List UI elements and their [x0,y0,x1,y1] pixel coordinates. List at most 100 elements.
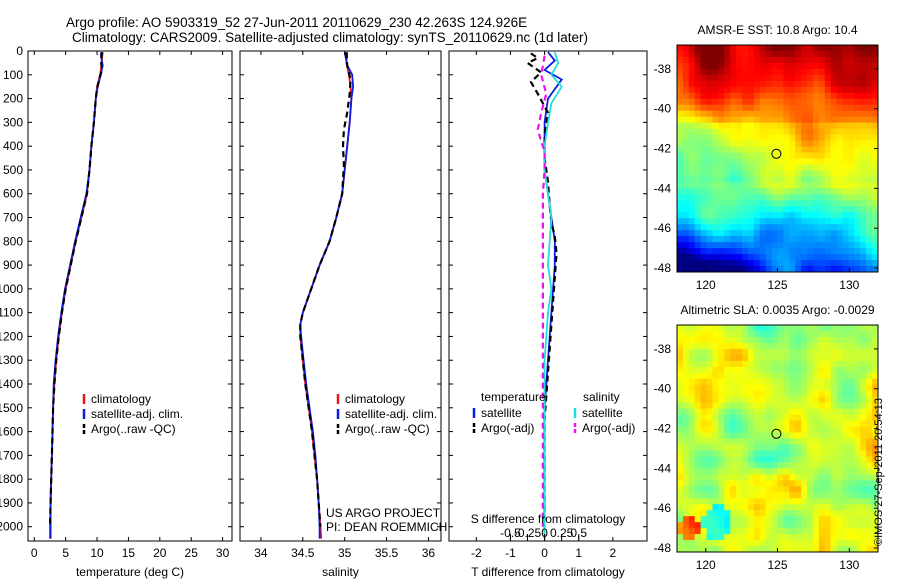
map-cell-sst [872,50,879,58]
map-cell-sst [736,45,743,52]
map-cell-sla [694,540,702,547]
map-cell-sla [718,432,725,439]
project-annotation: US ARGO PROJECT [326,506,441,520]
map-cell-sst [824,98,832,106]
map-cell-sst [700,248,707,255]
map-cell-sst [830,134,838,141]
map-cell-sst [807,86,814,94]
map-cell-sla [812,504,820,511]
map-cell-sla [848,534,855,541]
map-cell-sst [742,98,749,106]
map-cell-sla [836,462,843,469]
map-cell-sla [730,402,737,410]
map-cell-sla [747,474,755,481]
map-cell-sla [712,504,719,511]
map-cell-sla [795,354,802,362]
map-cell-sla [742,492,749,499]
map-cell-sla [706,528,713,535]
map-cell-sla [736,432,743,439]
map-cell-sla [747,450,755,457]
map-cell-sla [718,510,725,517]
map-cell-sst [854,80,861,88]
map-cell-sst [830,152,838,159]
map-cell-sst [688,98,696,106]
map-cell-sla [812,336,820,344]
map-cell-sla [830,474,838,481]
map-cell-sst [842,164,849,171]
map-cell-sla [700,474,707,481]
map-cell-sla [718,408,725,415]
map-cell-sst [872,92,879,100]
map-x-tick-label: 120 [696,558,716,572]
map-cell-sst [730,182,737,189]
map-cell-sla [777,450,784,457]
map-cell-sla [866,384,873,392]
map-cell-sst [872,140,879,147]
map-cell-sla [724,378,731,386]
x-axis-label-difference: T difference from climatology [471,565,625,579]
map-cell-sst [860,80,867,88]
map-cell-sla [694,342,702,350]
map-cell-sla [801,426,808,433]
map-cell-sst [730,152,737,159]
map-cell-sst [694,98,702,106]
map-cell-sla [836,420,843,427]
map-cell-sla [824,522,832,529]
map-cell-sst [824,188,832,195]
map-cell-sla [872,438,879,445]
map-cell-sla [747,480,755,487]
map-cell-sst [706,56,713,64]
map-cell-sst [759,254,767,261]
map-cell-sst [818,224,826,231]
map-cell-sst [783,164,790,171]
map-cell-sst [848,80,855,88]
map-cell-sst [694,134,702,141]
map-cell-sst [677,50,684,58]
map-cell-sla [700,438,707,445]
map-cell-sla [842,510,849,517]
map-cell-sst [860,45,867,52]
map-cell-sla [854,522,861,529]
map-cell-sla [789,528,796,535]
map-cell-sst [677,45,684,52]
map-cell-sst [866,122,873,130]
map-cell-sst [718,242,725,249]
map-cell-sst [830,158,838,165]
map-cell-sla [807,384,814,392]
map-cell-sst [807,98,814,106]
map-cell-sla [682,366,690,374]
map-cell-sst [730,62,737,70]
map-cell-sla [724,420,731,427]
map-cell-sla [783,444,790,451]
map-cell-sla [700,522,707,529]
map-y-tick-label: -38 [654,342,672,356]
x-tick-label-salinity: 36 [422,546,436,560]
map-cell-sst [830,206,838,213]
map-cell-sla [753,438,761,445]
map-cell-sst [688,92,696,100]
map-cell-sst [736,182,743,189]
map-cell-sla [824,504,832,511]
map-cell-sla [753,432,761,439]
map-cell-sla [694,468,702,475]
map-cell-sla [848,432,855,439]
map-cell-sla [824,444,832,451]
map-cell-sla [736,486,743,493]
map-cell-sst [866,146,873,153]
map-y-tick-label: -42 [654,422,672,436]
map-cell-sst [718,248,725,255]
map-cell-sla [771,504,778,511]
map-cell-sla [747,396,755,404]
map-cell-sla [795,462,802,469]
map-cell-sst [848,236,855,243]
map-cell-sst [812,236,820,243]
map-cell-sst [830,128,838,135]
map-cell-sst [866,104,873,112]
map-cell-sst [860,164,867,171]
map-cell-sst [777,50,784,58]
map-cell-sla [872,522,879,529]
map-cell-sst [736,116,743,124]
map-cell-sla [812,474,820,481]
map-cell-sla [795,342,802,350]
map-cell-sla [860,468,867,475]
